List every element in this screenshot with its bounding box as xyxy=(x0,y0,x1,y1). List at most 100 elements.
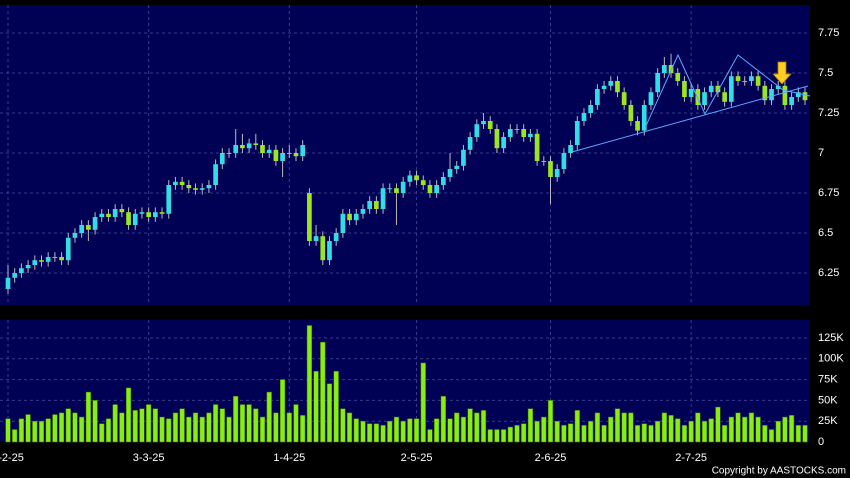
grid: 6.25 6.5 6.75 7 7.25 7.5 7.75 0 25K 50K 75K 100K 125… xyxy=(0,5,844,464)
candle-body xyxy=(233,145,239,153)
volume-bar xyxy=(373,423,379,443)
candle-body xyxy=(755,76,761,86)
volume-bar xyxy=(246,404,252,443)
volume-bar xyxy=(588,420,594,443)
volume-bar xyxy=(119,412,125,443)
candle-body xyxy=(682,81,687,97)
volume-bar xyxy=(166,418,172,443)
candle-body xyxy=(99,213,105,217)
volume-bar xyxy=(293,404,299,443)
volume-bar xyxy=(675,418,681,443)
candle-body xyxy=(86,225,91,230)
volume-bar xyxy=(755,416,761,443)
volume-bar xyxy=(367,423,373,443)
copyright: Copyright by AASTOCKS.com xyxy=(712,466,846,477)
candle-body xyxy=(266,149,272,153)
candle-body xyxy=(695,89,701,105)
volume-bar xyxy=(648,425,654,443)
candle-body xyxy=(655,73,660,93)
volume-bar xyxy=(253,408,259,443)
candle-body xyxy=(347,213,352,221)
candle-body xyxy=(568,145,573,153)
candle-body xyxy=(12,273,18,278)
volume-bar xyxy=(12,429,18,443)
candle-body xyxy=(514,129,520,130)
volume-bar xyxy=(146,404,152,443)
candle-body xyxy=(501,137,506,149)
volume-bar xyxy=(681,425,688,443)
volume-bar xyxy=(79,416,85,443)
volume-bar xyxy=(393,416,400,443)
candle-body xyxy=(159,212,165,214)
volume-bar xyxy=(802,425,808,443)
candle-body xyxy=(19,268,24,273)
candle-body xyxy=(240,145,245,149)
volume-bar xyxy=(139,408,145,443)
volume-bar xyxy=(661,412,667,443)
trend-lines xyxy=(571,53,811,153)
candle-body xyxy=(367,201,373,209)
candle-body xyxy=(608,81,614,86)
candle-body xyxy=(548,161,553,177)
candle-body xyxy=(581,113,587,121)
candle-body xyxy=(132,213,138,225)
candle-body xyxy=(327,241,332,261)
candle-body xyxy=(146,212,151,217)
volume-bar xyxy=(72,412,78,443)
volume-bar xyxy=(514,425,520,443)
volume-bar xyxy=(233,395,239,443)
y-tick-label: 7.25 xyxy=(818,107,839,119)
candle-body xyxy=(427,185,433,193)
candle-body xyxy=(641,105,647,131)
candle-body xyxy=(186,185,192,189)
candle-body xyxy=(25,265,31,269)
volume-bar xyxy=(480,410,487,443)
volume-tick-label: 50K xyxy=(818,394,838,406)
volume-bar xyxy=(32,420,38,443)
candle-body xyxy=(92,217,98,230)
volume-bar xyxy=(273,412,279,443)
candle-body xyxy=(735,76,741,81)
candle-body xyxy=(648,92,654,105)
volume-bar xyxy=(333,371,339,443)
volume-bar xyxy=(387,420,393,443)
volume-bar xyxy=(85,391,91,443)
volume-bar xyxy=(219,408,225,443)
candle-body xyxy=(722,92,727,102)
candle-body xyxy=(440,177,446,185)
volume-bar xyxy=(775,420,781,443)
candle-body xyxy=(219,153,225,165)
volume-bar xyxy=(507,426,513,443)
volume-bar xyxy=(99,423,105,443)
candle-body xyxy=(139,212,145,214)
candle-body xyxy=(5,277,11,289)
volume-bar xyxy=(259,416,266,443)
candle-body xyxy=(601,85,607,89)
candle-body xyxy=(39,260,44,262)
candle-body xyxy=(333,233,339,241)
volume-bar xyxy=(326,383,333,443)
candle-body xyxy=(206,185,212,189)
volume-bar xyxy=(487,429,493,443)
trend-line xyxy=(644,53,811,129)
candle-body xyxy=(789,97,794,105)
volume-bar xyxy=(534,420,540,443)
candle-body xyxy=(173,181,178,185)
candle-body xyxy=(126,212,131,225)
volume-bar xyxy=(18,418,24,443)
candle-body xyxy=(775,85,781,89)
candle-body xyxy=(795,92,801,97)
volume-bar xyxy=(742,416,748,443)
candle-body xyxy=(360,209,366,214)
candle-body xyxy=(762,85,768,101)
volume-bar xyxy=(768,429,775,443)
y-tick-label: 6.75 xyxy=(818,187,839,199)
candle-body xyxy=(286,153,292,154)
volume-bar xyxy=(112,404,118,443)
volume-tick-label: 75K xyxy=(818,373,838,385)
volume-bar xyxy=(447,418,453,443)
volume-bar xyxy=(454,412,460,443)
candle-body xyxy=(65,237,71,261)
volume-bar xyxy=(226,416,232,443)
candle-body xyxy=(662,65,667,73)
